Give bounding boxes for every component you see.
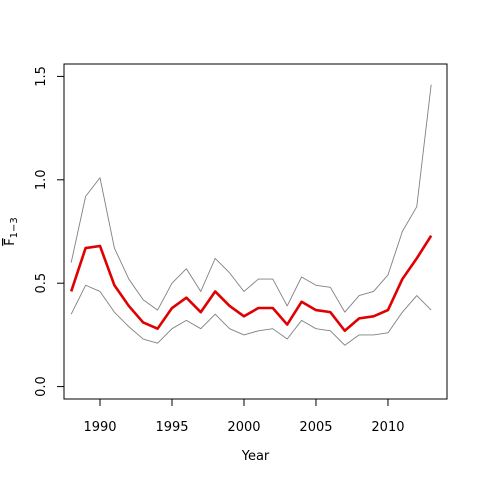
x-tick-label: 1995 bbox=[155, 420, 188, 435]
series-upper-bound-line bbox=[70, 84, 432, 313]
x-tick-label: 2000 bbox=[227, 420, 260, 435]
y-axis-title-subscript: 1−3 bbox=[9, 217, 20, 238]
y-axis-title: F1−3 bbox=[3, 217, 20, 246]
y-tick-label: 1.5 bbox=[34, 66, 49, 87]
series-estimate-line bbox=[69, 234, 433, 333]
series-lower-bound-line bbox=[70, 284, 432, 346]
x-axis-title: Year bbox=[241, 449, 270, 464]
x-tick-label: 2010 bbox=[371, 420, 404, 435]
plot-frame bbox=[63, 63, 448, 400]
y-axis: 0.0 0.5 1.0 1.5 bbox=[34, 66, 64, 397]
x-tick-label: 1990 bbox=[83, 420, 116, 435]
y-tick-label: 1.0 bbox=[34, 169, 49, 190]
y-tick-label: 0.0 bbox=[34, 376, 49, 397]
y-tick-label: 0.5 bbox=[34, 273, 49, 294]
x-axis: 1990 1995 2000 2005 2010 bbox=[83, 399, 405, 435]
x-tick-label: 2005 bbox=[299, 420, 332, 435]
series-layer bbox=[69, 84, 433, 346]
y-axis-title-base: F bbox=[3, 238, 18, 245]
